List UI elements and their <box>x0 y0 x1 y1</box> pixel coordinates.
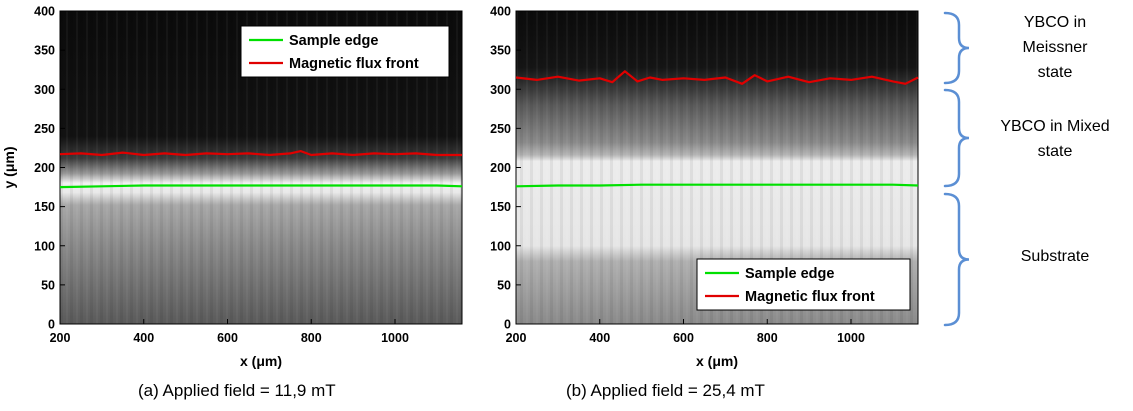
y-tick-label: 300 <box>490 83 511 97</box>
sample-edge-line <box>515 183 919 188</box>
y-tick-label: 150 <box>490 200 511 214</box>
caption-b: (b) Applied field = 25,4 mT <box>566 381 765 400</box>
sample-edge-line <box>59 184 463 189</box>
x-tick-label: 400 <box>589 331 610 345</box>
flux-front-line <box>515 70 919 85</box>
region-label-line: YBCO in <box>1023 14 1087 31</box>
x-axis-label: x (μm) <box>240 353 282 369</box>
y-tick-label: 250 <box>34 122 55 136</box>
region-label-meissner: YBCO in Meissner state <box>985 10 1125 85</box>
panel-b: 0 50 100 150 200 250 300 350 400 200 400 600 800 1000… <box>490 5 919 369</box>
legend-box <box>240 25 450 78</box>
legend-box <box>696 258 911 311</box>
brace-substrate <box>943 192 970 327</box>
y-tick-label: 400 <box>490 5 511 19</box>
y-tick-label: 100 <box>490 239 511 253</box>
y-tick-label: 0 <box>504 318 511 332</box>
legend-label: Magnetic flux front <box>745 289 875 305</box>
legend-label: Magnetic flux front <box>289 56 419 72</box>
y-tick-label: 300 <box>34 83 55 97</box>
y-tick-label: 150 <box>34 200 55 214</box>
x-tick-label: 200 <box>506 331 527 345</box>
y-tick-label: 250 <box>490 122 511 136</box>
region-label-line: state <box>1037 64 1073 81</box>
caption-a: (a) Applied field = 11,9 mT <box>138 381 336 400</box>
region-braces <box>943 11 970 327</box>
brace-mixed <box>943 88 970 188</box>
x-tick-label: 1000 <box>837 331 865 345</box>
y-tick-label: 50 <box>41 278 55 292</box>
y-tick-label: 200 <box>490 161 511 175</box>
x-tick-label: 600 <box>217 331 238 345</box>
brace-meissner <box>943 11 970 85</box>
y-tick-label: 50 <box>497 278 511 292</box>
region-label-substrate: Substrate <box>985 244 1125 269</box>
region-label-line: YBCO in Mixed <box>1000 118 1110 135</box>
x-tick-label: 200 <box>50 331 71 345</box>
region-label-line: Meissner <box>1022 39 1088 56</box>
y-tick-label: 350 <box>34 44 55 58</box>
y-tick-label: 400 <box>34 5 55 19</box>
y-tick-label: 350 <box>490 44 511 58</box>
region-label-mixed: YBCO in Mixed state <box>985 114 1125 164</box>
y-tick-label: 100 <box>34 239 55 253</box>
x-tick-label: 600 <box>673 331 694 345</box>
legend-label: Sample edge <box>745 266 834 282</box>
region-label-line: Substrate <box>1020 248 1090 265</box>
x-tick-label: 1000 <box>381 331 409 345</box>
y-tick-label: 0 <box>48 318 55 332</box>
region-label-line: state <box>1037 143 1073 160</box>
x-tick-label: 800 <box>301 331 322 345</box>
flux-front-line <box>59 150 462 157</box>
x-axis-label: x (μm) <box>696 353 738 369</box>
legend-label: Sample edge <box>289 33 378 49</box>
panel-a: 0 50 100 150 200 250 300 350 400 200 400 600 800 1000… <box>1 5 463 369</box>
x-tick-label: 400 <box>133 331 154 345</box>
y-tick-label: 200 <box>34 161 55 175</box>
y-axis-label: y (μm) <box>1 146 17 188</box>
x-tick-label: 800 <box>757 331 778 345</box>
